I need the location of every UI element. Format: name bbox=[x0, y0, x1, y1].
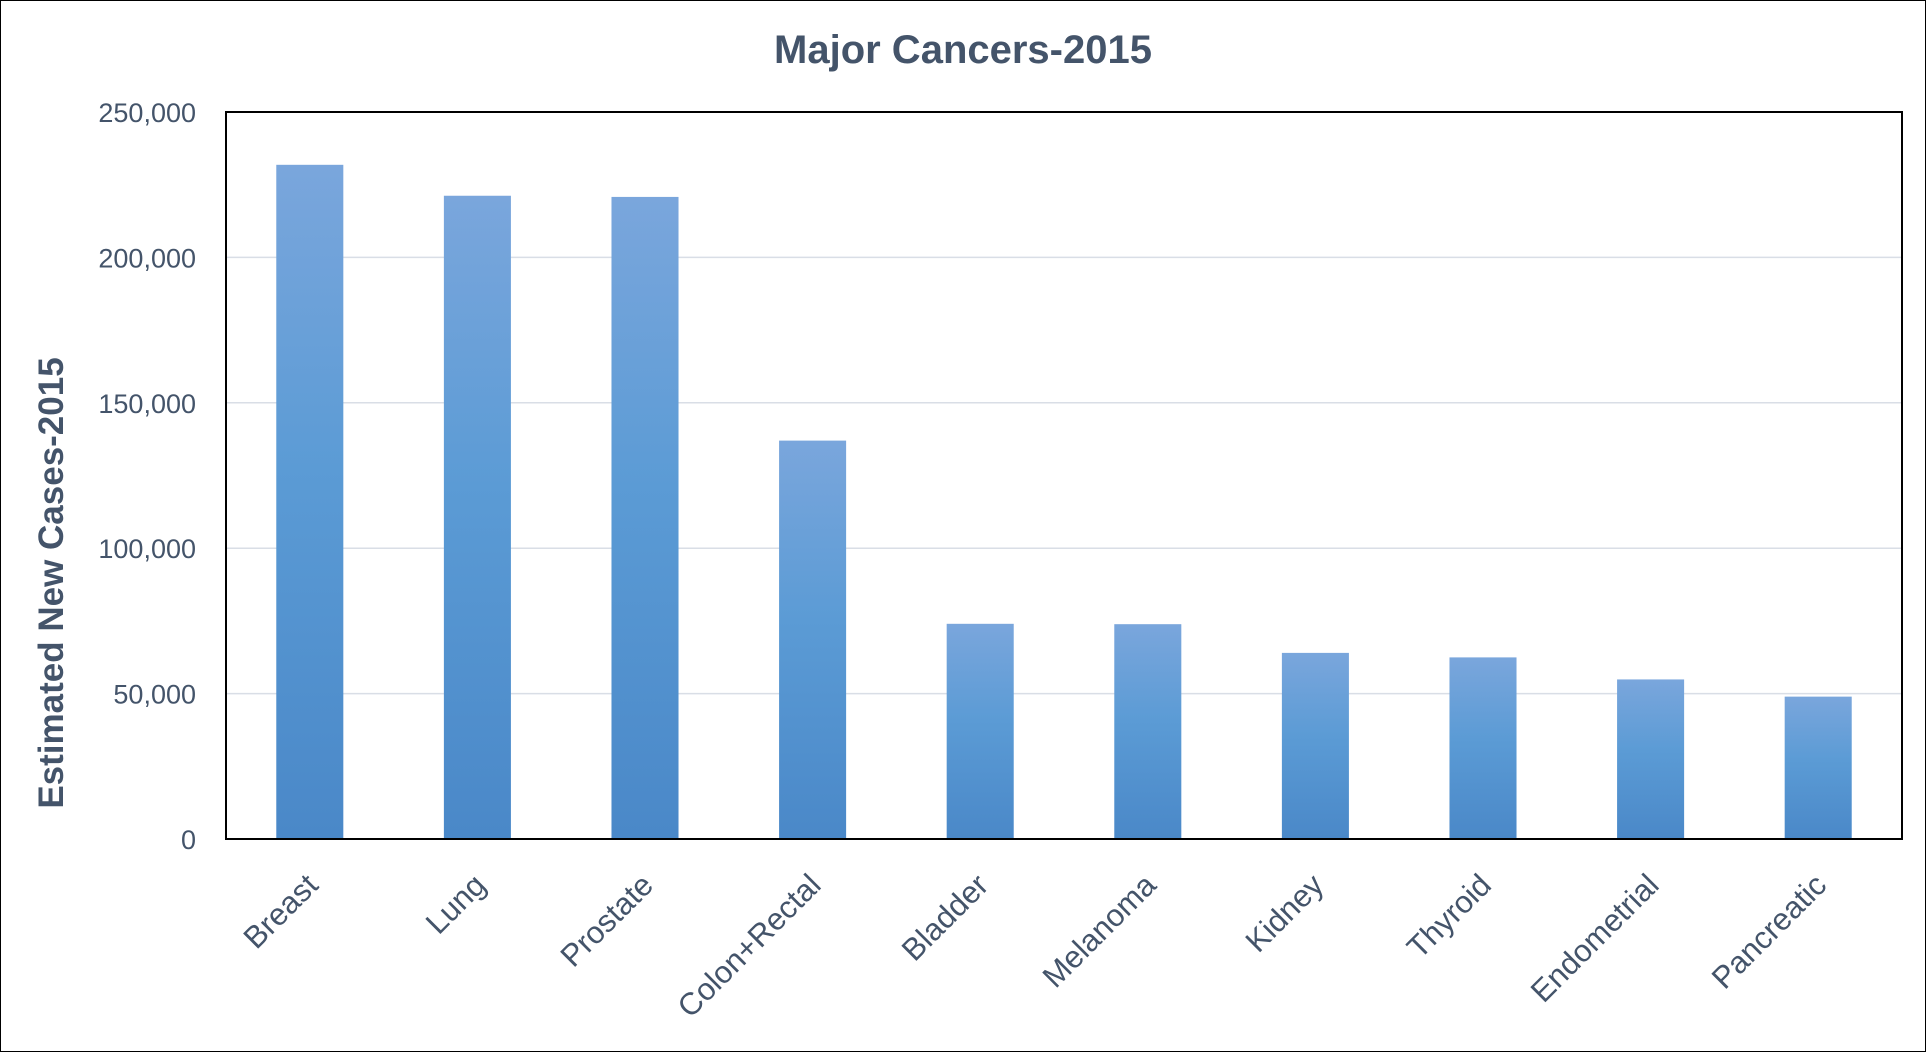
plot-area-frame bbox=[225, 111, 1903, 840]
x-tick-label: Pancreatic bbox=[1705, 867, 1833, 995]
bar-endometrial bbox=[1617, 679, 1685, 839]
y-tick-label: 100,000 bbox=[98, 534, 196, 564]
bar-colon-rectal bbox=[779, 440, 847, 839]
x-tick-label: Breast bbox=[237, 867, 325, 955]
y-tick-label: 0 bbox=[181, 825, 196, 855]
bar-thyroid bbox=[1449, 657, 1517, 839]
bar-prostate bbox=[611, 196, 679, 840]
x-tick-label: Thyroid bbox=[1400, 867, 1498, 965]
bar-bladder bbox=[946, 623, 1014, 839]
bar-breast bbox=[276, 164, 344, 840]
y-tick-label: 200,000 bbox=[98, 243, 196, 273]
y-tick-label: 150,000 bbox=[98, 389, 196, 419]
x-tick-label: Bladder bbox=[895, 867, 995, 967]
y-tick-label: 50,000 bbox=[113, 680, 196, 710]
bar-kidney bbox=[1281, 652, 1349, 839]
x-tick-label: Lung bbox=[419, 867, 493, 941]
chart-title: Major Cancers-2015 bbox=[774, 28, 1152, 72]
x-tick-label: Kidney bbox=[1239, 867, 1331, 959]
y-tick-label: 250,000 bbox=[98, 98, 196, 128]
x-tick-label: Prostate bbox=[554, 867, 660, 973]
x-axis-ticks: Breast Lung Prostate Colon+Rectal Bladder Mel… bbox=[237, 867, 1834, 1024]
bar-lung bbox=[443, 195, 511, 840]
x-tick-label: Endometrial bbox=[1524, 867, 1666, 1009]
x-tick-label: Colon+Rectal bbox=[671, 867, 828, 1024]
bars bbox=[276, 164, 1852, 840]
bar-pancreatic bbox=[1784, 696, 1852, 839]
bar-melanoma bbox=[1114, 624, 1182, 839]
y-axis-label: Estimated New Cases-2015 bbox=[32, 357, 71, 808]
y-axis-ticks: 0 50,000 100,000 150,000 200,000 250,000 bbox=[98, 98, 196, 855]
x-tick-label: Melanoma bbox=[1036, 867, 1164, 995]
